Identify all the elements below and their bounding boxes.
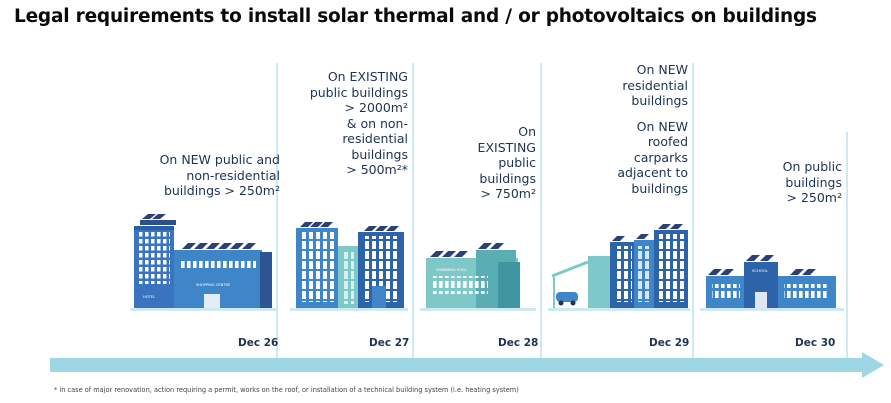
solar-panels xyxy=(430,243,504,257)
stage-2-date: Dec 27 xyxy=(369,337,410,349)
requirement-line: residential xyxy=(342,131,408,146)
requirement-line: carparks xyxy=(633,149,688,165)
timeline-divider xyxy=(846,132,848,358)
stage-3-requirement: On EXISTING public buildings > 750m² xyxy=(440,124,536,202)
requirement-line: public buildings xyxy=(309,84,408,100)
requirement-line: > 250m² xyxy=(786,190,843,205)
requirement-line: On NEW public and xyxy=(159,152,280,167)
requirement-line: & on non- xyxy=(346,115,408,131)
requirement-line: roofed xyxy=(647,134,688,149)
requirement-line: > 750m² xyxy=(480,186,537,201)
solar-panels xyxy=(142,214,256,249)
stage-2-requirement: On EXISTING public buildings > 2000m² & on … xyxy=(290,69,408,178)
requirement-line: On EXISTING xyxy=(327,69,408,84)
requirement-line: public xyxy=(498,155,536,170)
requirement-line: residential xyxy=(622,77,688,93)
timeline-divider xyxy=(412,63,414,359)
requirement-line: non-residential xyxy=(186,167,280,183)
swimming-pool-building xyxy=(426,250,520,308)
timeline-divider xyxy=(540,63,542,359)
requirement-line: buildings > 250m² xyxy=(163,183,280,198)
requirement-line: buildings xyxy=(351,146,408,162)
requirement-line: On xyxy=(518,124,536,139)
footnote: * in case of major renovation, action re… xyxy=(54,386,519,394)
requirement-line: buildings xyxy=(785,174,842,190)
requirement-line: buildings xyxy=(631,93,688,108)
shopping-centre-building xyxy=(174,250,272,308)
timeline-divider xyxy=(692,63,694,359)
tall-office-tower xyxy=(358,232,404,308)
solar-panels xyxy=(300,222,399,231)
stage-4-requirement: On NEW residential buildings On NEW roofed ca… xyxy=(586,62,688,196)
requirement-line: buildings xyxy=(479,170,536,186)
school-label: SCHOOL xyxy=(752,268,769,273)
hotel-label: HOTEL xyxy=(143,295,155,299)
timeline-divider xyxy=(276,63,278,359)
requirement-line: buildings xyxy=(631,180,688,196)
stage-4-date: Dec 29 xyxy=(649,337,690,349)
swimming-pool-label: SWIMMING POOL xyxy=(436,268,467,272)
requirement-line: On NEW xyxy=(636,118,688,134)
requirement-line: EXISTING xyxy=(477,139,536,155)
carport xyxy=(551,260,589,308)
office-tower xyxy=(296,228,338,308)
stage-5-requirement: On public buildings > 250m² xyxy=(752,159,842,206)
solar-panels xyxy=(708,255,816,275)
school-building xyxy=(706,262,836,308)
timeline-arrow xyxy=(50,352,884,378)
stage-3-date: Dec 28 xyxy=(498,337,539,349)
residential-tower xyxy=(588,230,688,308)
hotel-building xyxy=(134,220,176,308)
solar-panels xyxy=(612,224,683,241)
stage-1-date: Dec 26 xyxy=(238,337,279,349)
stage-1-requirement: On NEW public and non-residential building… xyxy=(124,152,280,199)
small-tower xyxy=(338,246,358,308)
requirement-line: On NEW xyxy=(636,62,688,77)
stage-5-date: Dec 30 xyxy=(795,337,836,349)
requirement-line: > 2000m² xyxy=(344,100,408,115)
requirement-line: > 500m²* xyxy=(346,162,408,177)
requirement-line: adjacent to xyxy=(617,165,688,180)
shopping-centre-label: SHOPPING CENTRE xyxy=(196,283,231,287)
requirement-line: On public xyxy=(782,159,842,174)
page-title: Legal requirements to install solar ther… xyxy=(14,6,817,27)
